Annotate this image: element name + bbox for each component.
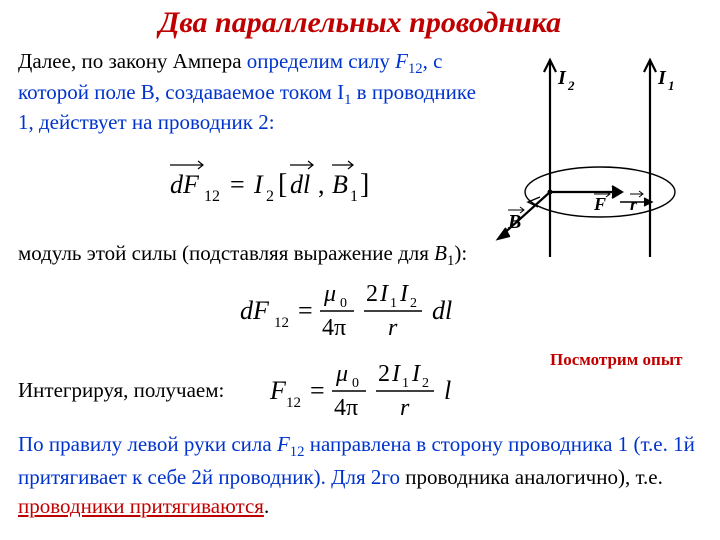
svg-text:dF: dF bbox=[170, 170, 200, 199]
svg-text:0: 0 bbox=[352, 376, 359, 391]
page-title: Два параллельных проводника bbox=[0, 6, 720, 40]
svg-text:[: [ bbox=[278, 169, 287, 200]
para4-F12sub: 12 bbox=[290, 444, 305, 460]
svg-text:=: = bbox=[310, 376, 325, 405]
svg-text:F: F bbox=[270, 376, 287, 405]
svg-text:,: , bbox=[318, 170, 325, 199]
svg-text:1: 1 bbox=[668, 78, 675, 93]
intro-paragraph: Далее, по закону Ампера определим силу F… bbox=[18, 48, 478, 135]
para2-a: модуль этой силы (подставляя выражение д… bbox=[18, 241, 434, 265]
svg-text:1: 1 bbox=[350, 188, 358, 205]
svg-text:2: 2 bbox=[366, 281, 378, 307]
svg-text:12: 12 bbox=[286, 395, 301, 411]
svg-text:2: 2 bbox=[378, 361, 390, 387]
svg-text:B: B bbox=[507, 211, 521, 233]
svg-text:2: 2 bbox=[422, 376, 429, 391]
para1-pre: Далее, по закону Ампера bbox=[18, 49, 247, 73]
formula-scalar: dF 12 = μ 0 4π 2 I 1 I 2 r dl bbox=[240, 275, 500, 350]
formula-result: F 12 = μ 0 4π 2 I 1 I 2 r l bbox=[270, 355, 510, 430]
svg-text:1: 1 bbox=[402, 376, 409, 391]
svg-text:0: 0 bbox=[340, 296, 347, 311]
two-wires-diagram: I 1 I 2 B F r bbox=[490, 52, 710, 272]
f12-sub: 12 bbox=[408, 61, 423, 77]
svg-text:r: r bbox=[630, 194, 638, 214]
svg-text:dl: dl bbox=[290, 170, 310, 199]
svg-text:]: ] bbox=[360, 169, 369, 200]
svg-text:I: I bbox=[411, 361, 421, 387]
svg-text:B: B bbox=[332, 170, 348, 199]
svg-text:I: I bbox=[657, 67, 667, 89]
para4-a: По правилу левой руки сила bbox=[18, 432, 277, 456]
svg-text:I: I bbox=[391, 361, 401, 387]
svg-text:1: 1 bbox=[390, 296, 397, 311]
svg-text:r: r bbox=[400, 395, 410, 421]
svg-text:l: l bbox=[444, 376, 451, 405]
svg-text:dl: dl bbox=[432, 296, 452, 325]
f12-F: F bbox=[395, 49, 408, 73]
svg-text:μ: μ bbox=[323, 281, 336, 307]
para2-B: B bbox=[434, 241, 447, 265]
svg-text:μ: μ bbox=[335, 361, 348, 387]
integrating-paragraph: Интегрируя, получаем: bbox=[18, 378, 224, 403]
para2-b: ): bbox=[454, 241, 467, 265]
svg-text:2: 2 bbox=[567, 78, 575, 93]
svg-text:4π: 4π bbox=[322, 315, 346, 341]
svg-text:I: I bbox=[253, 170, 264, 199]
svg-text:I: I bbox=[379, 281, 389, 307]
para4-F: F bbox=[277, 432, 290, 456]
watch-experiment-link[interactable]: Посмотрим опыт bbox=[550, 350, 682, 370]
para4-c: проводника аналогично), т.е. bbox=[405, 465, 663, 489]
svg-text:12: 12 bbox=[274, 315, 289, 331]
conclusion-paragraph: По правилу левой руки сила F12 направлен… bbox=[18, 430, 702, 522]
svg-text:2: 2 bbox=[266, 188, 274, 205]
svg-text:12: 12 bbox=[204, 188, 220, 205]
modulus-paragraph: модуль этой силы (подставляя выражение д… bbox=[18, 240, 478, 271]
svg-text:r: r bbox=[388, 315, 398, 341]
svg-text:I: I bbox=[557, 67, 567, 89]
svg-text:=: = bbox=[230, 170, 245, 199]
para4-d: проводники притягиваются bbox=[18, 494, 264, 518]
para4-e: . bbox=[264, 494, 269, 518]
svg-text:I: I bbox=[399, 281, 409, 307]
svg-text:4π: 4π bbox=[334, 395, 358, 421]
svg-text:dF: dF bbox=[240, 296, 270, 325]
svg-text:F: F bbox=[593, 194, 606, 214]
para1-blue1: определим силу bbox=[247, 49, 395, 73]
formula-vector: dF 12 = I 2 [ dl , B 1 ] bbox=[160, 155, 400, 220]
svg-text:=: = bbox=[298, 296, 313, 325]
svg-text:2: 2 bbox=[410, 296, 417, 311]
